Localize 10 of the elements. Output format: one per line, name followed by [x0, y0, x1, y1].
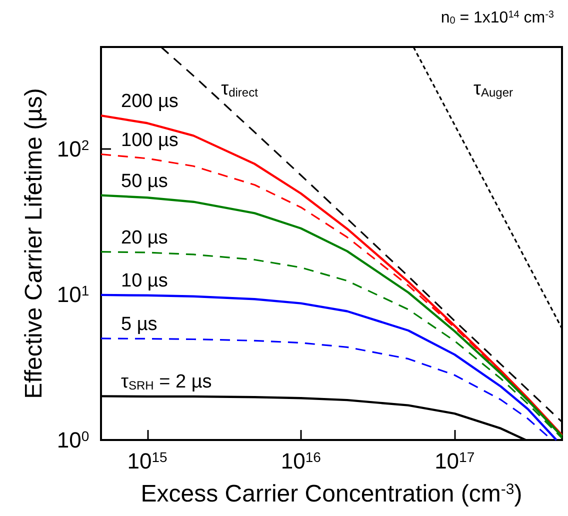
series-label: 20 µs — [121, 227, 168, 248]
series-label: 200 µs — [121, 91, 178, 112]
series-label: 50 µs — [121, 170, 168, 192]
series-label: τAuger — [473, 78, 514, 100]
series-label: τdirect — [221, 78, 259, 100]
series-label: τSRH = 2 µs — [121, 372, 212, 393]
series-label: 100 µs — [121, 130, 178, 151]
series-label: 5 µs — [121, 314, 158, 335]
series-label: 10 µs — [121, 270, 168, 292]
y-axis-title: Effective Carrier Lifetime (µs) — [20, 88, 48, 399]
